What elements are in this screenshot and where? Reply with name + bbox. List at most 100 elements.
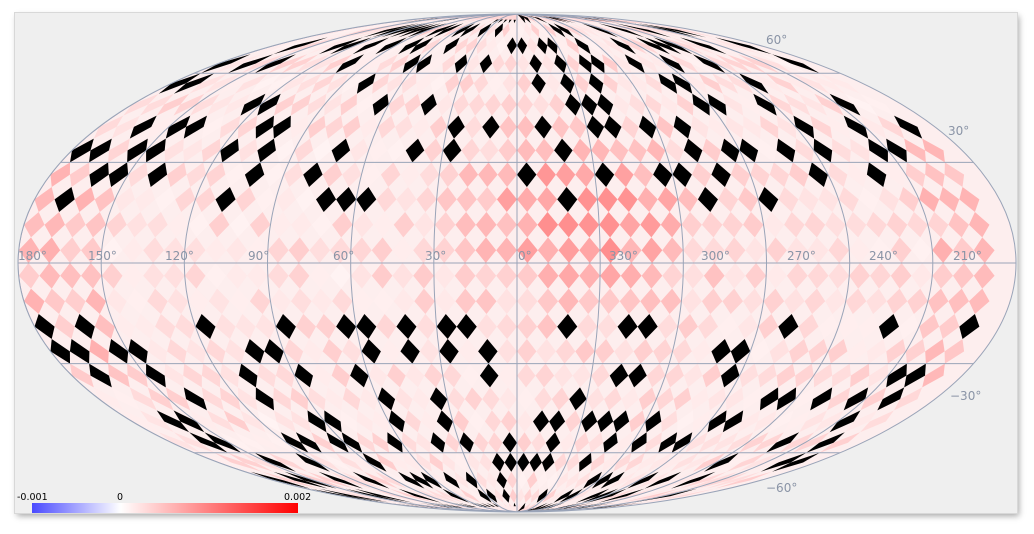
sky-pixel <box>164 363 184 388</box>
sky-pixel <box>206 162 226 187</box>
sky-pixel <box>482 115 500 139</box>
sky-pixel <box>405 138 425 163</box>
sky-pixel <box>186 162 206 187</box>
sky-pixel <box>89 363 112 388</box>
sky-pixel <box>768 93 794 116</box>
sky-pixel <box>389 54 410 74</box>
sky-pixel <box>769 339 790 364</box>
sky-pixel <box>866 162 887 187</box>
sky-pixel <box>326 73 349 94</box>
sky-pixel <box>701 288 723 314</box>
sky-pixel <box>288 237 310 263</box>
sky-pixel <box>524 488 532 503</box>
sky-pixel <box>703 237 725 263</box>
sky-pixel <box>579 237 601 263</box>
sky-pixel <box>656 115 674 139</box>
sky-pixel <box>818 314 839 339</box>
sky-pixel <box>638 387 657 411</box>
sky-pixel <box>442 23 470 38</box>
sky-pixel <box>129 387 157 411</box>
sky-pixel <box>54 314 75 339</box>
sky-pixel <box>819 73 861 94</box>
sky-pixel <box>558 212 579 238</box>
sky-pixel <box>126 212 148 238</box>
sky-pixel <box>356 432 376 453</box>
sky-pixel <box>249 212 271 238</box>
sky-pixel <box>527 471 538 489</box>
sky-pixel <box>114 314 135 339</box>
sky-pixel <box>828 162 848 187</box>
lat-label-neg30: −30° <box>950 389 981 403</box>
sky-pixel <box>316 314 337 339</box>
sky-pixel <box>671 432 693 453</box>
sky-pixel <box>398 488 442 503</box>
sky-pixel <box>603 73 618 94</box>
sky-pixel <box>392 263 414 289</box>
sky-pixel <box>691 339 712 364</box>
sky-pixel <box>147 115 174 139</box>
sky-pixel <box>621 115 639 139</box>
sky-pixel <box>776 363 796 388</box>
sky-pixel <box>459 23 481 38</box>
sky-pixel <box>158 73 201 94</box>
sky-pixel <box>504 452 517 472</box>
sky-pixel <box>679 37 727 55</box>
sky-pixel <box>609 363 629 388</box>
sky-pixel <box>495 488 503 503</box>
sky-pixel <box>517 471 528 489</box>
sky-pixel <box>101 237 123 263</box>
sky-pixel <box>342 339 362 364</box>
sky-pixel <box>572 363 592 388</box>
sky-pixel <box>948 212 969 238</box>
sky-pixel <box>247 263 268 289</box>
sky-pixel <box>395 115 413 139</box>
sky-pixel <box>54 187 75 212</box>
sky-pixel <box>219 432 255 453</box>
sky-pixel <box>829 410 861 433</box>
sky-pixel <box>451 23 475 38</box>
sky-pixel <box>558 288 579 314</box>
sky-pixel <box>738 410 760 433</box>
sky-pixel <box>478 339 498 364</box>
sky-pixel <box>321 54 353 74</box>
sky-pixel <box>692 54 726 74</box>
sky-pixel <box>711 339 731 364</box>
sky-pixel <box>416 452 432 472</box>
sky-pixel <box>273 471 328 489</box>
sky-pixel <box>341 73 363 94</box>
sky-pixel <box>255 387 274 411</box>
sky-pixel <box>89 162 109 187</box>
sky-pixel <box>254 54 296 74</box>
sky-pixel <box>721 363 740 388</box>
sky-pixel <box>919 187 940 212</box>
sky-pixel <box>927 288 949 314</box>
sky-pixel <box>506 471 517 489</box>
sky-pixel <box>613 410 630 433</box>
sky-pixel <box>925 339 945 364</box>
sky-pixel <box>255 314 276 339</box>
sky-pixel <box>388 93 405 116</box>
sky-pixel <box>189 432 228 453</box>
sky-pixel <box>395 387 413 411</box>
sky-pixel <box>711 162 731 187</box>
sky-pixel <box>868 363 888 388</box>
sky-pixel <box>849 263 870 289</box>
sky-pixel <box>948 288 969 314</box>
sky-pixel <box>617 187 638 212</box>
sky-pixel <box>454 37 469 55</box>
sky-pixel <box>479 363 499 388</box>
sky-pixel <box>647 452 672 472</box>
sky-pixel <box>430 432 446 453</box>
sky-pixel <box>658 54 686 74</box>
sky-pixel <box>291 288 312 314</box>
sky-pixel <box>414 212 435 238</box>
sky-pixel <box>708 115 726 139</box>
sky-pixel <box>600 37 625 55</box>
colorbar-mid-label: 0 <box>117 492 123 503</box>
sky-pixel <box>973 237 995 263</box>
sky-pixel <box>352 288 374 314</box>
sky-pixel <box>296 37 346 55</box>
sky-pixel <box>715 54 753 74</box>
sky-pixel <box>432 37 451 55</box>
